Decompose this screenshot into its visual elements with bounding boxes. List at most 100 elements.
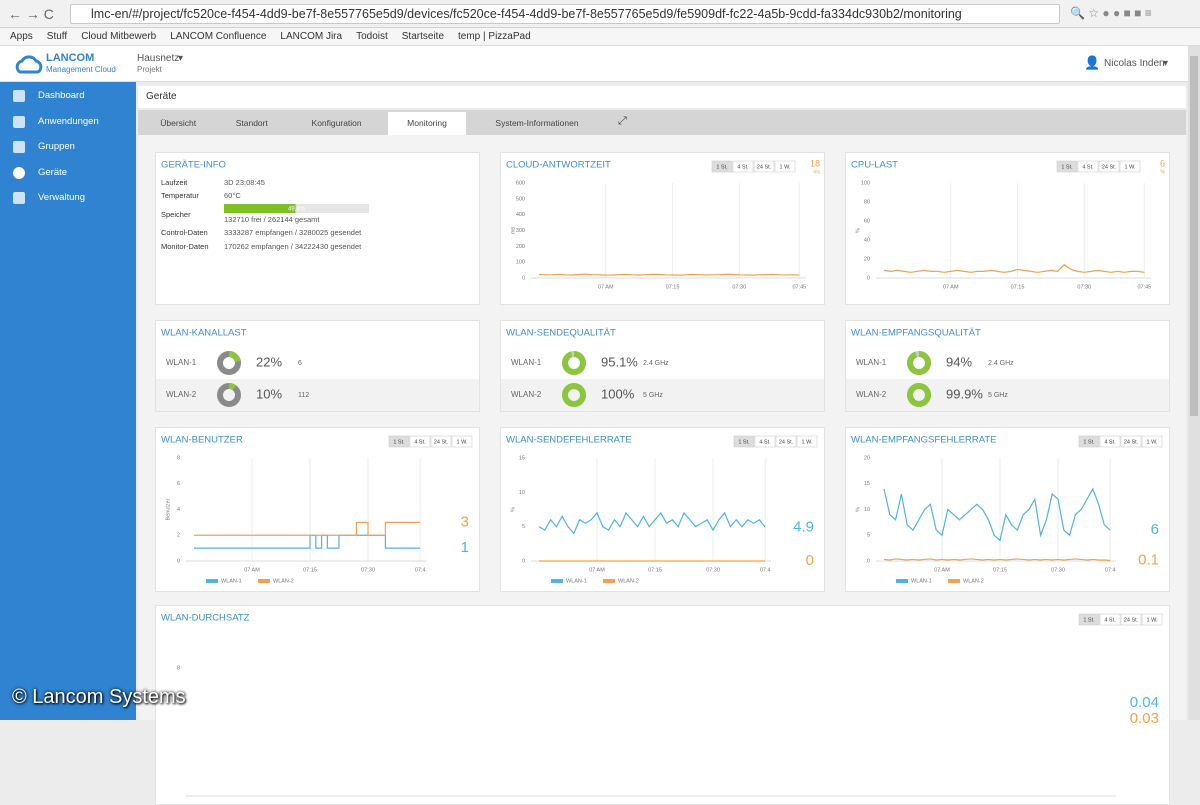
range-button-label[interactable]: 1 W. (456, 439, 467, 445)
range-button-label[interactable]: 1 St. (393, 439, 405, 445)
range-button-label[interactable]: 1 W. (1146, 617, 1157, 623)
bookmark[interactable]: Startseite (401, 31, 445, 42)
range-button[interactable] (796, 435, 818, 448)
range-button-label[interactable]: 1 W. (1124, 164, 1135, 170)
range-button-label[interactable]: 24 St. (1124, 617, 1139, 623)
info-label: Temperatur (161, 191, 199, 200)
range-button[interactable] (1098, 160, 1120, 173)
browser-icons[interactable]: 🔍 ☆ ● ● ■ ■ ≡ (1070, 6, 1152, 20)
bookmark[interactable]: LANCOM Confluence (170, 31, 267, 42)
nav-buttons[interactable]: ← → C (8, 6, 54, 22)
range-button[interactable] (1141, 435, 1163, 448)
gauge-extra: 6 (298, 360, 302, 367)
range-button[interactable] (451, 435, 473, 448)
scrollbar[interactable] (1188, 46, 1200, 720)
donut-value (217, 351, 241, 375)
current-value: 3 (461, 513, 469, 530)
range-button-label[interactable]: 1 St. (738, 439, 750, 445)
range-button-label[interactable]: 4 St. (1082, 164, 1094, 170)
expand-icon[interactable]: ⤢ (618, 115, 627, 127)
range-button[interactable] (711, 160, 733, 173)
sidebar-item[interactable]: Dashboard (38, 90, 85, 101)
bookmark[interactable]: Apps (10, 31, 33, 42)
range-button-label[interactable]: 1 St. (716, 164, 728, 170)
range-button-label[interactable]: 24 St. (779, 439, 794, 445)
range-button[interactable] (1119, 160, 1141, 173)
range-button[interactable] (1078, 435, 1100, 448)
legend-swatch (258, 579, 270, 583)
sidebar-item[interactable]: Anwendungen (38, 115, 99, 127)
range-button-label[interactable]: 24 St. (757, 164, 772, 170)
range-button-label[interactable]: 24 St. (434, 439, 449, 445)
x-tick-label: 07:4 (1105, 567, 1116, 573)
x-tick-label: 07:15 (666, 284, 680, 290)
sidebar-item[interactable]: Verwaltung (38, 192, 86, 203)
range-button-label[interactable]: 4 St. (414, 439, 426, 445)
bookmark[interactable]: Cloud Mitbewerb (81, 31, 157, 42)
range-button-label[interactable]: 1 St. (1083, 617, 1095, 623)
bookmark[interactable]: LANCOM Jira (280, 31, 343, 42)
user-caret[interactable]: ▾ (1163, 58, 1169, 69)
range-button-label[interactable]: 4 St. (1104, 439, 1116, 445)
browser-toolbar: ← → C lmc-en/#/project/fc520ce-f454-4dd9… (0, 0, 1200, 28)
y-tick-label: 4 (177, 507, 180, 513)
donut-value (217, 383, 241, 407)
range-button-label[interactable]: 1 W. (1146, 439, 1157, 445)
bookmark[interactable]: Todoist (356, 31, 388, 42)
y-axis-label: ms (510, 227, 516, 235)
range-button-label[interactable]: 1 W. (801, 439, 812, 445)
user-name[interactable]: Nicolas Inden (1104, 58, 1165, 69)
range-button[interactable] (1120, 613, 1142, 626)
range-button[interactable] (409, 435, 431, 448)
range-button-label[interactable]: 24 St. (1102, 164, 1117, 170)
range-button-label[interactable]: 4 St. (1104, 617, 1116, 623)
current-unit: ms (813, 169, 820, 175)
range-button[interactable] (1078, 613, 1100, 626)
bookmark[interactable]: temp | PizzaPad (458, 31, 531, 42)
range-button[interactable] (753, 160, 775, 173)
range-button[interactable] (733, 435, 755, 448)
x-tick-label: 07:45 (792, 284, 806, 290)
range-button-label[interactable]: 1 W. (779, 164, 790, 170)
panel-title: WLAN-KANALLAST (161, 328, 247, 339)
range-button-label[interactable]: 4 St. (759, 439, 771, 445)
range-button[interactable] (1120, 435, 1142, 448)
tab[interactable]: Standort (235, 118, 268, 128)
current-value: 0.1 (1138, 551, 1159, 568)
scroll-thumb[interactable] (1190, 56, 1198, 416)
range-button[interactable] (732, 160, 754, 173)
tab[interactable]: Konfiguration (311, 118, 362, 128)
info-value: 3333287 empfangen / 3280025 gesendet (224, 228, 362, 237)
info-value: 3D 23:08:45 (224, 178, 265, 187)
logo-icon (15, 55, 43, 74)
y-tick-label: 40 (864, 237, 870, 243)
range-button[interactable] (774, 160, 796, 173)
range-button[interactable] (1099, 613, 1121, 626)
caret[interactable]: ▾ (178, 53, 184, 64)
tab[interactable]: System-Informationen (495, 118, 579, 128)
range-button[interactable] (1056, 160, 1078, 173)
range-button-label[interactable]: 4 St. (737, 164, 749, 170)
range-button-label[interactable]: 24 St. (1124, 439, 1139, 445)
panel: WLAN-BENUTZER 1 St. 4 St. 24 St. 1 W. 0 2 4 6 8 07… (155, 427, 480, 592)
range-button[interactable] (1099, 435, 1121, 448)
range-button[interactable] (430, 435, 452, 448)
range-button[interactable] (754, 435, 776, 448)
tab[interactable]: Monitoring (388, 112, 466, 135)
range-button[interactable] (1141, 613, 1163, 626)
range-button[interactable] (1077, 160, 1099, 173)
range-button-label[interactable]: 1 St. (1083, 439, 1095, 445)
panel-canvas: WLAN-EMPFANGSQUALITÄT WLAN-1 94% 2.4 GHz WLA… (846, 328, 1169, 411)
range-button[interactable] (775, 435, 797, 448)
sidebar-item[interactable]: Geräte (38, 166, 68, 178)
range-button[interactable] (388, 435, 410, 448)
bookmark[interactable]: Stuff (46, 31, 68, 42)
range-button-label[interactable]: 1 St. (1061, 164, 1073, 170)
tab[interactable]: Übersicht (160, 118, 197, 128)
panel-canvas: WLAN-SENDEFEHLERRATE 1 St. 4 St. 24 St. 1 W.… (506, 435, 818, 584)
project-name[interactable]: Hausnetz (137, 53, 180, 64)
current-value: 0.03 (1130, 710, 1159, 727)
url-field[interactable]: lmc-en/#/project/fc520ce-f454-4dd9-be7f-… (70, 4, 1060, 24)
x-tick-label: 07 AM (943, 284, 959, 290)
sidebar-item[interactable]: Gruppen (38, 141, 75, 152)
